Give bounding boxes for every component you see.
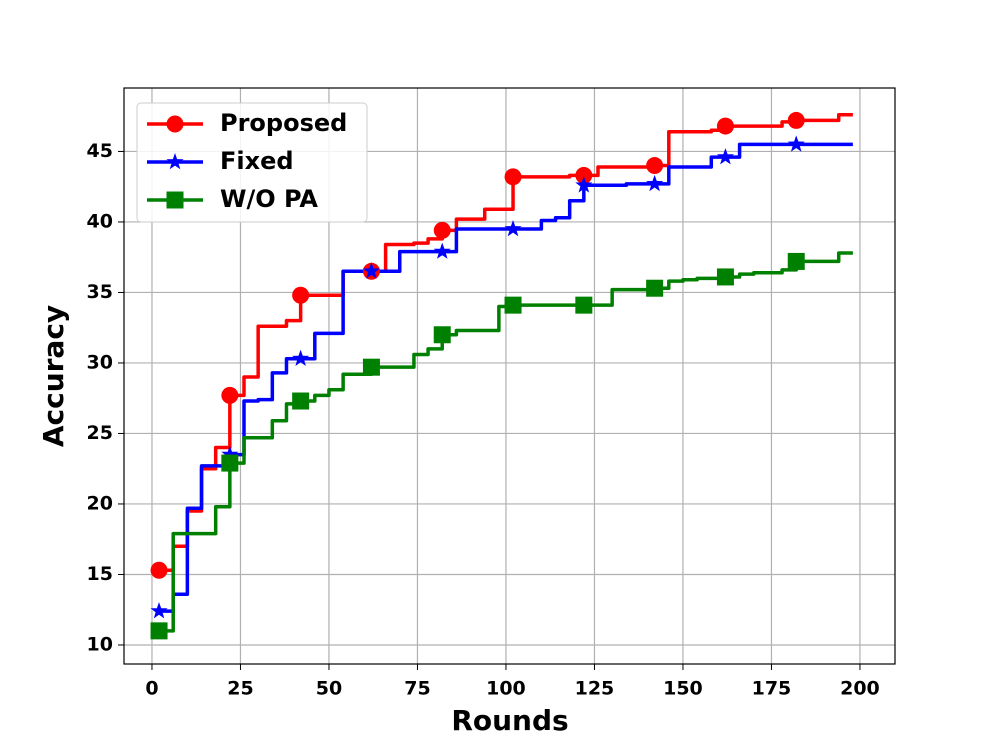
x-tick-label: 25 [227, 678, 253, 700]
marker [504, 220, 522, 237]
y-axis-label: Accuracy [37, 305, 70, 447]
marker [433, 326, 451, 344]
marker [575, 176, 593, 193]
x-tick-label: 125 [575, 678, 615, 700]
marker [150, 602, 168, 619]
y-tick-label: 30 [87, 351, 113, 373]
series-line [159, 251, 853, 633]
y-tick-label: 35 [87, 281, 113, 303]
y-tick-label: 25 [87, 422, 113, 444]
y-tick-label: 20 [87, 492, 113, 514]
y-tick-label: 40 [87, 210, 113, 232]
x-tick-label: 150 [663, 678, 703, 700]
marker [362, 262, 380, 279]
y-tick-label: 45 [87, 140, 113, 162]
marker [716, 117, 734, 135]
marker [221, 445, 239, 462]
marker [716, 148, 734, 165]
legend-frame [136, 102, 368, 223]
marker [575, 296, 593, 314]
marker [433, 242, 451, 259]
marker [292, 392, 310, 410]
marker [504, 296, 522, 314]
marker [150, 622, 168, 640]
marker [221, 454, 239, 472]
x-tick-label: 175 [752, 678, 792, 700]
y-tick-label: 10 [87, 633, 113, 655]
marker [787, 111, 805, 129]
marker [221, 386, 239, 404]
marker [166, 191, 184, 209]
marker [646, 279, 664, 297]
marker [292, 286, 310, 304]
legend-label: W/O PA [220, 185, 318, 213]
marker [433, 221, 451, 239]
x-tick-label: 50 [316, 678, 342, 700]
marker [575, 166, 593, 184]
marker [362, 358, 380, 376]
marker [292, 349, 310, 366]
y-tick-label: 15 [87, 563, 113, 585]
marker [787, 252, 805, 270]
marker [150, 561, 168, 579]
x-tick-label: 75 [404, 678, 430, 700]
marker [166, 153, 184, 170]
series-line [159, 142, 853, 613]
legend-label: Proposed [220, 109, 347, 137]
x-tick-label: 100 [486, 678, 526, 700]
marker [646, 174, 664, 192]
marker [504, 168, 522, 186]
marker [787, 135, 805, 152]
plot-frame [123, 87, 896, 665]
x-axis-label: Rounds [451, 704, 568, 737]
marker [716, 268, 734, 286]
marker [646, 157, 664, 175]
legend: Proposed Fixed W/O PA [136, 102, 368, 223]
marker [166, 115, 184, 133]
x-tick-label: 0 [145, 678, 158, 700]
legend-label: Fixed [220, 147, 294, 175]
x-tick-label: 200 [840, 678, 880, 700]
